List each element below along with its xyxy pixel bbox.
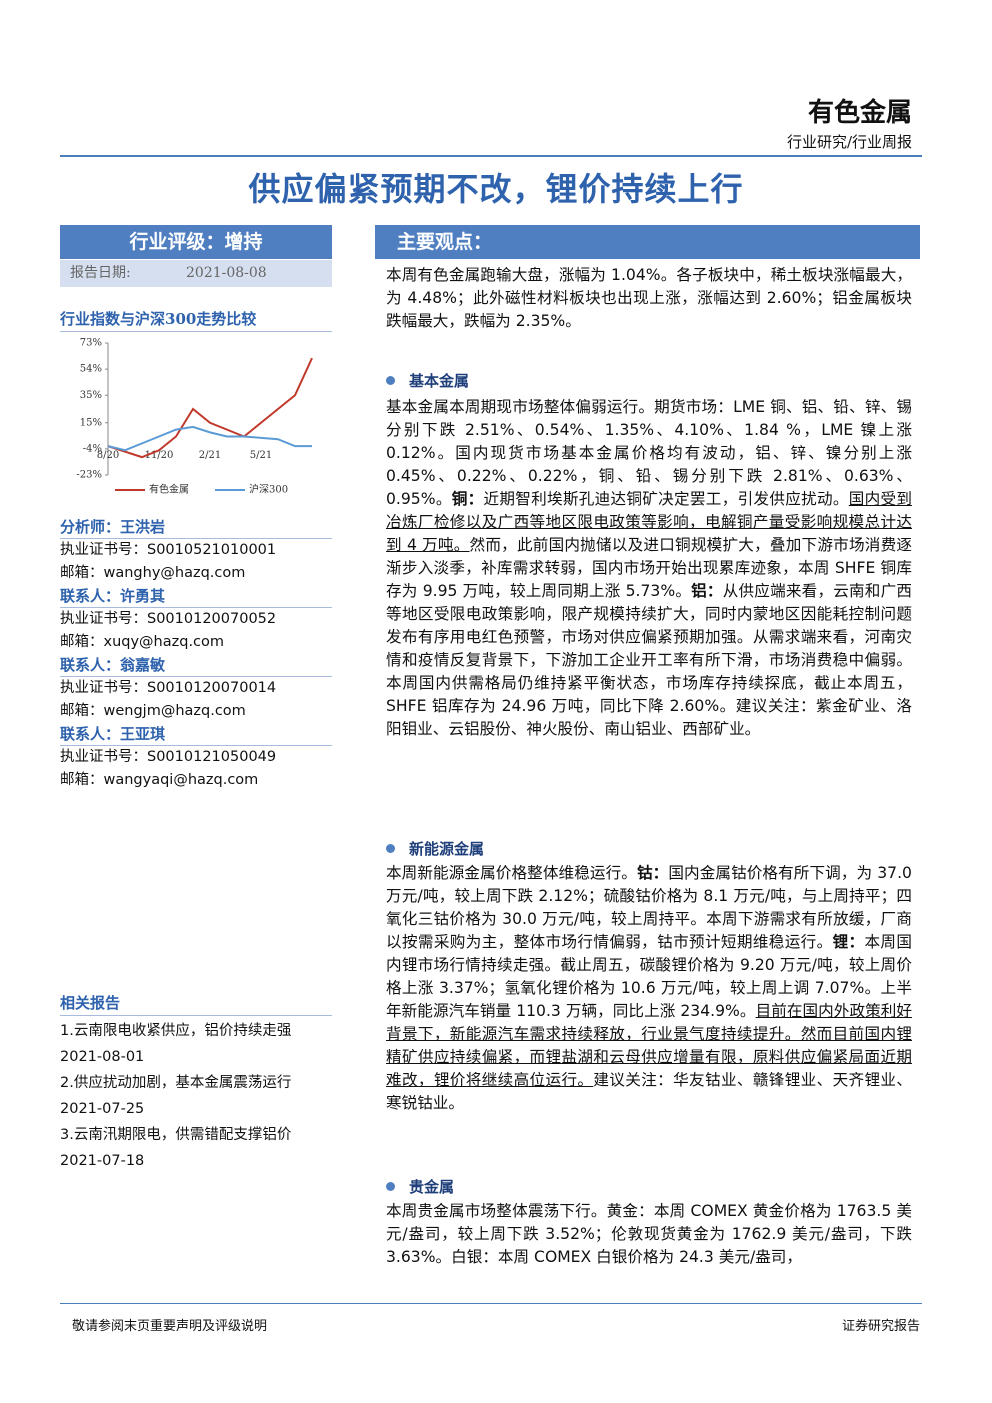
legend-label: 有色金属 [149,483,189,496]
text-run: 从供应端来看，云南和广西等地区受限电政策影响，限产规模持续扩大，同时内蒙地区因能… [386,582,912,738]
contact-line: 邮箱：wengjm@hazq.com [60,703,246,719]
related-item-date: 2021-08-01 [60,1049,145,1065]
contact-line: 邮箱：xuqy@hazq.com [60,634,225,650]
contact-line: 邮箱：wangyaqi@hazq.com [60,772,259,788]
contact-role: 联系人：王亚琪 [60,723,332,746]
x-tick-label: 2/21 [199,450,221,461]
date-label: 报告日期: [70,265,131,281]
text-run: 铜： [451,490,484,508]
series-line [107,425,312,452]
date-value: 2021-08-08 [186,265,267,281]
section-heading: 新能源金属 [386,838,484,859]
y-tick-label: -23% [76,470,102,481]
legend-label: 沪深300 [249,483,288,496]
contact-line: 执业证书号：S0010121050049 [60,749,277,765]
y-tick-label: 35% [80,390,102,401]
contact-line: 执业证书号：S0010521010001 [60,542,277,558]
text-run: 近期智利埃斯孔迪达铜矿决定罢工，引发供应扰动。 [483,490,849,508]
paragraph: 本周有色金属跑输大盘，涨幅为 1.04%。各子板块中，稀土板块涨幅最大，为 4.… [386,264,912,333]
x-tick-label: 5/21 [250,450,272,461]
text-run: 本周贵金属市场整体震荡下行。黄金：本周 COMEX 黄金价格为 1763.5 美… [386,1202,912,1266]
chart-title-rule [60,331,332,332]
related-item-date: 2021-07-25 [60,1101,145,1117]
contact-line: 执业证书号：S0010120070052 [60,611,277,627]
text-run: 国内金属钴价格有所下调，为 37.0 万元/吨，较上周下跌 2.12%；硫酸钴价… [386,864,912,951]
related-title: 相关报告 [60,990,332,1016]
y-tick-label: 15% [80,417,102,428]
contacts: 分析师：王洪岩执业证书号：S0010521010001 邮箱：wanghy@haz… [60,516,332,792]
chart-title: 行业指数与沪深300走势比较 [60,310,257,328]
y-tick-label: -4% [83,443,102,454]
paragraph: 基本金属本周期现市场整体偏弱运行。期货市场：LME 铜、铝、铅、锌、锡分别下跌 … [386,396,912,741]
sector: 有色金属 [807,98,912,128]
related-reports: 相关报告 1.云南限电收紧供应，铝价持续走强 2021-08-01 2.供应扰动加剧，… [60,990,332,1174]
footer-note: 敬请参阅末页重要声明及评级说明 [72,1319,268,1334]
related-item-title: 2.供应扰动加剧，基本金属震荡运行 [60,1075,292,1091]
text-run: 铝： [691,582,723,600]
text-run: 建议关注：华友钴业、赣锋锂业、天齐锂业、寒锐钴业。 [386,1071,912,1112]
paragraph: 本周贵金属市场整体震荡下行。黄金：本周 COMEX 黄金价格为 1763.5 美… [386,1200,912,1269]
contact-role: 联系人：翁嘉敏 [60,654,332,677]
chart: 73% 54% 35% 15% -4% -23% 8/20 11/20 2/21 5/21 有色金属… [76,338,313,496]
text-run: 钴： [636,864,669,882]
header-rule [60,155,922,157]
text-run: 国内受到冶炼厂检修以及广西等地区限电政策等影响，电解铜产量受影响规模总计达到 4… [386,490,912,554]
text-run: 基本金属本周期现市场整体偏弱运行。期货市场：LME 铜、铝、铅、锌、锡分别下跌 … [386,398,912,508]
text-run: 本周新能源金属价格整体维稳运行。 [386,864,637,882]
section-heading: 贵金属 [386,1176,454,1197]
y-tick-label: 54% [80,364,102,375]
contact-line: 邮箱：wanghy@hazq.com [60,565,246,581]
contact-role: 联系人：许勇其 [60,585,332,608]
x-tick-label: 11/20 [145,450,174,461]
related-item-title: 1.云南限电收紧供应，铝价持续走强 [60,1023,292,1039]
main-title: 主要观点： [397,231,493,253]
y-tick-label: 73% [80,338,102,349]
series-line [107,357,313,459]
related-item-date: 2021-07-18 [60,1153,145,1169]
report-date: 报告日期: 2021-08-08 [60,260,332,287]
text-run: 然而，此前国内抛储以及进口铜规模扩大，叠加下游市场消费逐渐步入淡季，补库需求转弱… [386,536,912,600]
x-tick-label: 8/20 [97,450,119,461]
main-title-bar: 主要观点： [375,225,920,259]
footer-rule [60,1303,922,1304]
related-item-title: 3.云南汛期限电，供需错配支撑铝价 [60,1127,292,1143]
report-category: 行业研究/行业周报 [786,133,912,151]
footer-label: 证券研究报告 [841,1319,920,1334]
contact-role: 分析师：王洪岩 [60,516,332,539]
section-heading: 基本金属 [386,370,469,391]
text-run: 锂： [832,933,865,951]
paragraph: 本周新能源金属价格整体维稳运行。钴：国内金属钴价格有所下调，为 37.0 万元/… [386,862,912,1115]
report-title: 供应偏紧预期不改，锂价持续上行 [248,170,744,208]
text-run: 本周国内锂市场行情持续走强。截止周五，碳酸锂价格为 9.20 万元/吨，较上周价… [386,933,912,1020]
text-run: 目前在国内外政策利好背景下，新能源汽车需求持续释放，行业景气度持续提升。然而目前… [386,1002,912,1089]
contact-line: 执业证书号：S0010120070014 [60,680,277,696]
text-run: 本周有色金属跑输大盘，涨幅为 1.04%。各子板块中，稀土板块涨幅最大，为 4.… [386,266,912,330]
rating: 行业评级：增持 [60,225,332,259]
